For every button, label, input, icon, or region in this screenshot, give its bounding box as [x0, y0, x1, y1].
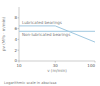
- x-axis: [19, 61, 95, 62]
- y-tick: [18, 61, 20, 62]
- y-tick-label: 8: [14, 15, 17, 20]
- plot-area: [19, 26, 95, 42]
- series-label: Non-lubricated bearings: [22, 32, 70, 37]
- y-tick: [18, 39, 20, 40]
- y-tick-label: 2: [14, 48, 17, 53]
- series-line: [19, 26, 95, 42]
- y-tick: [18, 17, 20, 18]
- y-tick: [18, 50, 20, 51]
- y-tick: [18, 28, 20, 29]
- y-axis: [19, 7, 20, 61]
- x-tick-label: 100: [87, 63, 95, 68]
- chart: 024681030100Non-lubricated bearingsLubri…: [0, 0, 100, 86]
- y-tick-label: 6: [14, 26, 17, 31]
- x-tick-label: 30: [53, 63, 59, 68]
- x-tick-label: 10: [16, 63, 22, 68]
- series-label: Lubricated bearings: [22, 20, 62, 25]
- note: Logarithmic scale in abscissa: [4, 81, 57, 85]
- y-axis-label: pv (MPa · m/min): [1, 17, 6, 51]
- x-axis-label: v (m/min): [47, 68, 67, 73]
- y-tick-label: 4: [14, 37, 17, 42]
